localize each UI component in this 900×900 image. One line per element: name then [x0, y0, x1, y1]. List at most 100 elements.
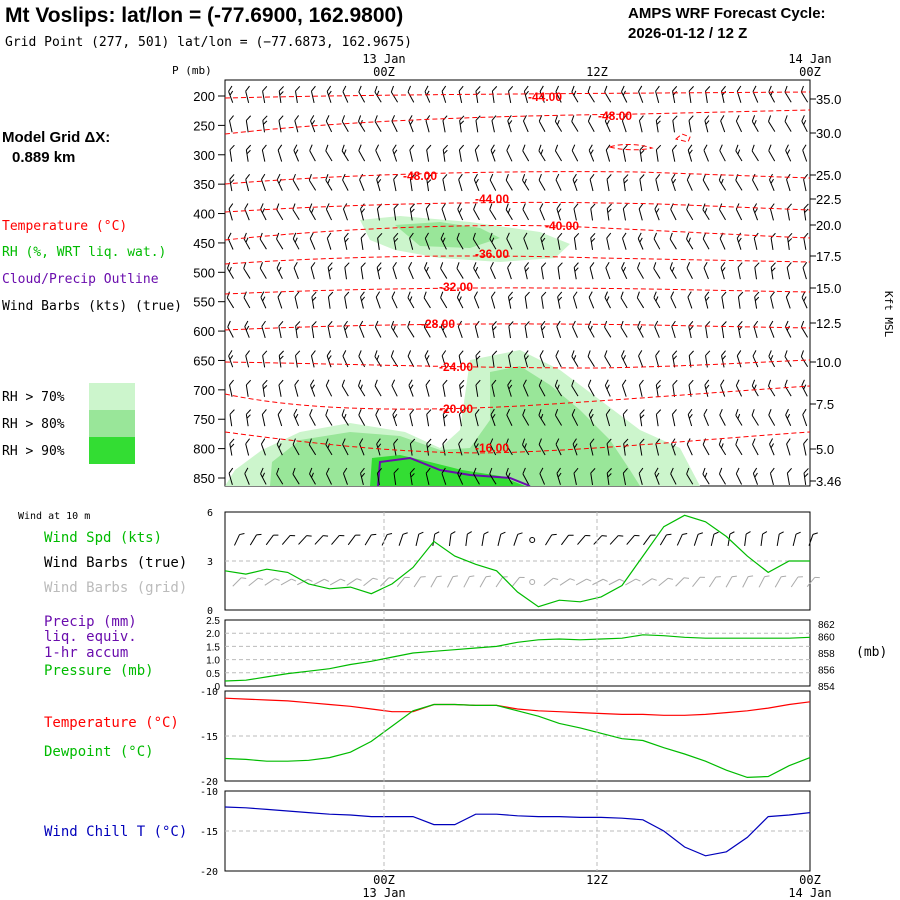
wind-barb: [440, 232, 447, 250]
wind-barb: [802, 408, 808, 427]
wind-barb: [277, 408, 283, 427]
wind-barb-grid: [742, 575, 754, 588]
precip-tick-label: 1.5: [206, 642, 220, 653]
wind-barb: [523, 232, 529, 250]
wind-barb: [720, 115, 726, 133]
wind-barb: [655, 173, 661, 192]
height-tick-label: 3.46: [816, 474, 841, 489]
wind-barb: [636, 291, 645, 309]
wind-barb: [669, 232, 677, 250]
wind-barb: [803, 232, 809, 250]
wind-barb: [309, 467, 316, 485]
wind-barb-grid: [511, 576, 525, 587]
wind-barb-true: [234, 533, 245, 546]
wind-barb: [325, 467, 332, 485]
wind-barb: [590, 232, 596, 250]
wind-barb: [769, 438, 775, 456]
wind-barb: [752, 467, 759, 485]
wind-barb: [409, 144, 415, 162]
contour-label-m32: -32.00: [439, 280, 473, 294]
wind-barb: [409, 203, 415, 221]
contour-label-m48a: -48.00: [598, 109, 632, 123]
top-tick-00z-a: 00Z: [373, 65, 395, 79]
wind-barb: [442, 115, 448, 133]
wind-barb: [703, 261, 709, 280]
wind-barb: [538, 438, 546, 456]
wind-barb: [409, 468, 415, 486]
wind-barb: [408, 261, 414, 280]
wind-barb: [752, 438, 759, 456]
wind-barb: [358, 85, 366, 103]
wind-barb: [606, 468, 612, 486]
wind-barb: [769, 467, 775, 485]
wind-barb: [524, 291, 530, 309]
wind-barb: [770, 232, 776, 250]
wind-barb: [655, 85, 660, 103]
wind-barb: [326, 350, 332, 368]
y-right-axis-label: Kft MSL: [882, 291, 895, 338]
wind-barb: [573, 467, 579, 485]
wind-barb: [341, 115, 349, 132]
wind-barb: [522, 467, 530, 485]
contour-label-m28: -28.00: [421, 317, 455, 331]
wind-barb: [491, 350, 498, 368]
wind-barb-true: [448, 531, 456, 547]
wind-barb: [374, 320, 382, 338]
wind-barb: [229, 379, 234, 397]
top-tick-12z: 12Z: [586, 65, 608, 79]
wind-barb: [342, 350, 349, 368]
wind-barb: [374, 379, 382, 397]
accum-label: 1-hr accum: [44, 645, 128, 661]
wind-barb-grid: [774, 575, 787, 588]
wind-barb: [506, 144, 513, 162]
wind-barb: [671, 173, 677, 192]
wind-barb: [311, 291, 317, 309]
legend-temperature: Temperature (°C): [2, 219, 127, 234]
wind-barb: [475, 115, 481, 133]
contour-label-m36: -36.00: [475, 247, 509, 261]
wind-barb: [621, 379, 627, 397]
wind-barb: [424, 232, 431, 250]
wind-barb: [423, 291, 431, 309]
wind-barb-grid: [329, 578, 346, 586]
legend-rh: RH (%, WRT liq. wat.): [2, 245, 166, 260]
pressure-tick-label: 600: [193, 324, 215, 339]
wind-barb: [390, 320, 399, 338]
wind-barb: [721, 291, 727, 309]
wind-barb: [456, 232, 464, 250]
wind-barb: [622, 467, 628, 486]
legend-rh70-swatch: [89, 383, 135, 410]
wind-barb: [376, 262, 382, 280]
wind-barb-grid: [232, 577, 247, 587]
wind-barb: [654, 320, 660, 338]
wind-barb: [604, 350, 612, 368]
wind-barb: [341, 379, 349, 397]
wind-barb: [639, 174, 645, 192]
wind-barb: [606, 174, 612, 192]
wind-barb: [801, 291, 808, 309]
cloud-outline: [377, 456, 531, 486]
wind-barb: [768, 85, 776, 103]
legend-rh90-label: RH > 90%: [2, 444, 65, 459]
wind-barb: [672, 379, 678, 397]
wind-barb: [377, 232, 383, 250]
wind-barb: [622, 203, 628, 221]
contour-label-m48b: -48.00: [403, 169, 437, 183]
wind-barb: [587, 350, 595, 367]
windchill-ytick-20: -20: [200, 867, 218, 878]
wind-barb: [557, 232, 563, 250]
pressure-unit: (mb): [856, 645, 887, 660]
wind-barb: [622, 409, 628, 427]
wind-barb: [669, 262, 677, 279]
wind-barb-true: [298, 535, 312, 545]
wind-barb: [737, 291, 744, 309]
wind-barb: [751, 379, 759, 397]
wind-barb-grid: [248, 577, 264, 587]
wind-barb: [505, 173, 513, 191]
wind-barb: [310, 262, 316, 280]
wind-barb-grid: [297, 578, 313, 586]
wind-barb: [555, 438, 562, 456]
wind-barb: [409, 232, 414, 250]
height-tick-label: 12.5: [816, 316, 841, 331]
